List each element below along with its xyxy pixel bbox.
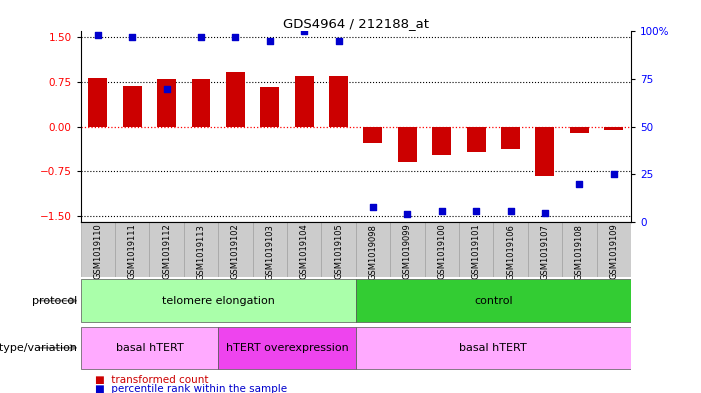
Bar: [123, 86, 142, 127]
Point: [230, 34, 241, 40]
Text: ■  percentile rank within the sample: ■ percentile rank within the sample: [95, 384, 287, 393]
Text: protocol: protocol: [32, 296, 77, 306]
Bar: [570, 127, 589, 133]
Text: ■  transformed count: ■ transformed count: [95, 375, 208, 386]
Bar: [218, 327, 355, 369]
Bar: [364, 127, 383, 143]
Bar: [184, 222, 218, 277]
Text: GSM1019107: GSM1019107: [540, 224, 550, 279]
Point: [299, 28, 310, 35]
Point: [367, 204, 379, 210]
Text: GSM1019106: GSM1019106: [506, 224, 515, 279]
Bar: [433, 127, 451, 155]
Bar: [191, 79, 210, 127]
Bar: [88, 78, 107, 127]
Text: GSM1019111: GSM1019111: [128, 224, 137, 279]
Bar: [355, 279, 631, 322]
Point: [436, 208, 447, 214]
Text: GSM1019112: GSM1019112: [162, 224, 171, 279]
Point: [573, 181, 585, 187]
Text: hTERT overexpression: hTERT overexpression: [226, 343, 348, 353]
Text: GSM1019098: GSM1019098: [369, 224, 377, 279]
Bar: [260, 87, 279, 127]
Bar: [149, 222, 184, 277]
Bar: [501, 127, 520, 149]
Bar: [536, 127, 554, 176]
Bar: [294, 76, 313, 127]
Text: GSM1019103: GSM1019103: [265, 224, 274, 279]
Point: [470, 208, 482, 214]
Text: basal hTERT: basal hTERT: [116, 343, 183, 353]
Text: GSM1019109: GSM1019109: [609, 224, 618, 279]
Bar: [81, 222, 115, 277]
Text: GSM1019104: GSM1019104: [299, 224, 308, 279]
Bar: [597, 222, 631, 277]
Bar: [157, 79, 176, 127]
Bar: [355, 222, 390, 277]
Point: [93, 32, 104, 39]
Bar: [467, 127, 486, 152]
Point: [196, 34, 207, 40]
Text: GSM1019102: GSM1019102: [231, 224, 240, 279]
Text: telomere elongation: telomere elongation: [162, 296, 275, 306]
Point: [127, 34, 138, 40]
Bar: [355, 327, 631, 369]
Text: control: control: [474, 296, 512, 306]
Bar: [321, 222, 355, 277]
Text: GSM1019108: GSM1019108: [575, 224, 584, 279]
Text: GSM1019100: GSM1019100: [437, 224, 447, 279]
Point: [505, 208, 516, 214]
Bar: [528, 222, 562, 277]
Text: basal hTERT: basal hTERT: [459, 343, 527, 353]
Bar: [562, 222, 597, 277]
Point: [333, 38, 344, 44]
Bar: [390, 222, 425, 277]
Point: [264, 38, 275, 44]
Bar: [398, 127, 417, 162]
Bar: [115, 222, 149, 277]
Bar: [329, 76, 348, 127]
Bar: [604, 127, 623, 130]
Bar: [218, 222, 252, 277]
Bar: [252, 222, 287, 277]
Bar: [226, 72, 245, 127]
Text: GSM1019101: GSM1019101: [472, 224, 481, 279]
Bar: [425, 222, 459, 277]
Text: GSM1019110: GSM1019110: [93, 224, 102, 279]
Text: GSM1019105: GSM1019105: [334, 224, 343, 279]
Point: [608, 171, 619, 178]
Text: GSM1019113: GSM1019113: [196, 224, 205, 279]
Point: [539, 209, 550, 216]
Title: GDS4964 / 212188_at: GDS4964 / 212188_at: [283, 17, 429, 30]
Point: [161, 86, 172, 92]
Bar: [459, 222, 494, 277]
Text: GSM1019099: GSM1019099: [403, 224, 412, 279]
Point: [402, 211, 413, 218]
Bar: [81, 279, 355, 322]
Text: genotype/variation: genotype/variation: [0, 343, 77, 353]
Bar: [287, 222, 321, 277]
Bar: [494, 222, 528, 277]
Bar: [81, 327, 218, 369]
